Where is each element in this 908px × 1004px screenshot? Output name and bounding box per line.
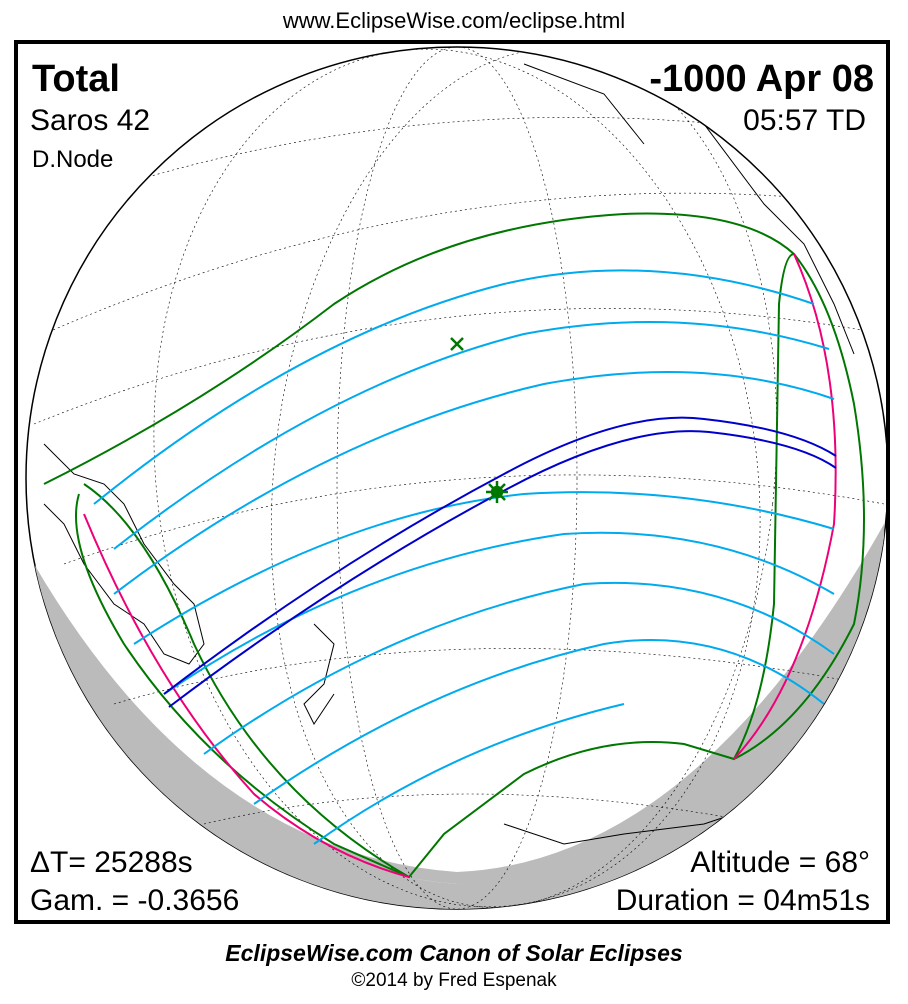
rise-set-curve-east [733,253,837,760]
footer-copyright: ©2014 by Fred Espenak [351,970,557,991]
northern-penumbral-limit [43,212,795,485]
rise-set-curve [83,513,410,878]
altitude: Altitude = 68° [690,846,870,879]
central-path-south-limit [168,430,837,708]
duration: Duration = 04m51s [615,884,870,917]
gamma: Gam. = -0.3656 [30,884,240,917]
footer-title: EclipseWise.com Canon of Solar Eclipses [225,940,683,966]
partial-eclipse-lines [93,269,835,845]
night-shade [26,524,886,909]
greatest-eclipse-star-marker [486,481,508,503]
central-path-north-limit [163,416,837,695]
globe-map [25,46,886,910]
node-label: D.Node [32,146,114,173]
eclipse-date: -1000 Apr 08 [649,58,874,100]
eclipse-time: 05:57 TD [743,104,866,137]
delta-t: ΔT= 25288s [30,846,193,879]
saros-number: Saros 42 [30,104,151,137]
eastern-limit-curve [83,483,410,878]
western-rise-set-limit [75,252,865,879]
eclipse-type: Total [32,58,120,100]
eclipse-map-frame: Total -1000 Apr 08 Saros 42 05:57 TD D.N… [14,40,890,924]
subsolar-x-marker [450,337,464,351]
source-url: www.EclipseWise.com/eclipse.html [282,8,626,33]
